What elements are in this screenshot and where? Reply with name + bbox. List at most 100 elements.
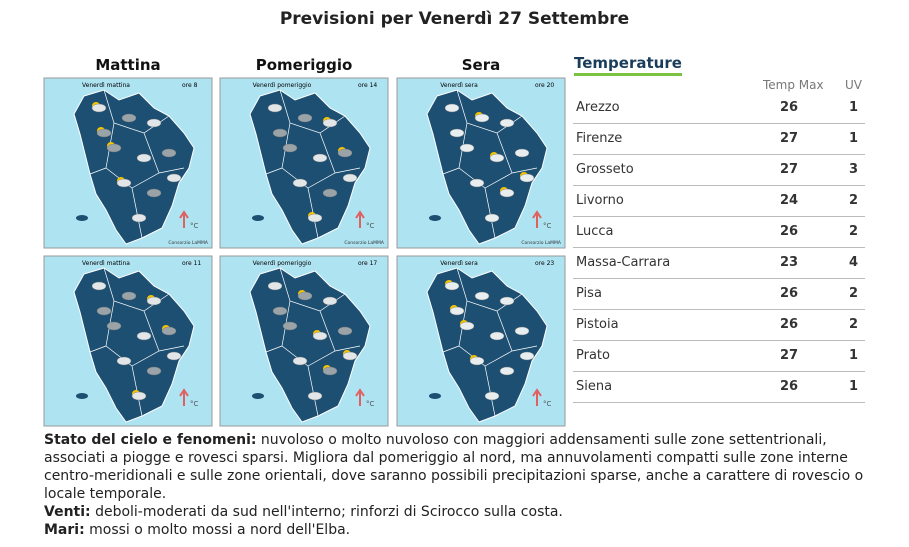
uv: 1: [849, 131, 859, 146]
weather-icon: [292, 178, 308, 188]
province-line: [484, 187, 496, 239]
weather-icon: [297, 290, 313, 301]
city: Grosseto: [576, 162, 634, 177]
table-row: Lucca 26 2: [573, 217, 865, 248]
weather-icon: [444, 103, 460, 113]
bulletin-label: Stato del cielo e fenomeni:: [44, 432, 257, 448]
weather-icon: [342, 173, 358, 183]
province-line: [442, 167, 460, 175]
weather-map: Venerdì sera ore 23 °C: [396, 255, 566, 427]
weather-icon: [272, 128, 288, 138]
cloud: [106, 321, 122, 331]
temp-max: 26: [780, 317, 799, 332]
wind-arrow: [532, 388, 542, 406]
region-shape: [426, 89, 548, 245]
table-row: Prato 27 1: [573, 341, 865, 372]
map-label: Venerdì sera: [440, 260, 478, 267]
weather-icon: [307, 391, 323, 401]
column-header: UV: [845, 78, 862, 92]
province-line: [319, 132, 336, 174]
cloud: [96, 306, 112, 316]
unit-label: °C: [366, 222, 375, 230]
province-line: [89, 167, 107, 175]
weather-icon: [484, 391, 500, 401]
bulletin: Stato del cielo e fenomeni: nuvoloso o m…: [44, 431, 874, 539]
cloud: [484, 391, 500, 401]
weather-map: Venerdì pomeriggio ore 14 °C Consorzio LaMM…: [219, 77, 389, 249]
map-time: ore 23: [535, 260, 554, 267]
cloud: [322, 296, 338, 306]
cloud: [474, 113, 490, 123]
temp-max: 26: [780, 286, 799, 301]
unit-label: °C: [190, 400, 199, 408]
weather-icon: [146, 118, 162, 128]
bulletin-text: mossi o molto mossi a nord dell'Elba.: [89, 522, 351, 538]
weather-icon: [449, 128, 465, 138]
weather-map: Venerdì sera ore 20 °C Consorzio LaMMA: [396, 77, 566, 249]
map-label: Venerdì mattina: [82, 260, 130, 267]
city: Firenze: [576, 131, 623, 146]
cloud: [272, 306, 288, 316]
credit: Consorzio LaMMA: [344, 240, 385, 246]
weather-icon: [489, 152, 505, 163]
weather-icon: [282, 143, 298, 153]
temp-max: 24: [780, 193, 799, 208]
weather-icon: [116, 356, 132, 366]
weather-icon: [474, 291, 490, 301]
weather-icon: [337, 147, 353, 158]
temp-max: 26: [780, 379, 799, 394]
city: Lucca: [576, 224, 614, 239]
cloud: [131, 213, 147, 223]
weather-icon: [91, 281, 107, 291]
cloud: [337, 326, 353, 336]
city: Pisa: [576, 286, 602, 301]
weather-map: Venerdì pomeriggio ore 17 °C: [219, 255, 389, 427]
title: Previsioni per Venerdì 27 Settembre: [279, 9, 630, 29]
credit: Consorzio LaMMA: [521, 240, 562, 246]
weather-icon: [444, 280, 460, 291]
weather-icon: [146, 295, 162, 306]
cloud: [292, 356, 308, 366]
cloud: [444, 281, 460, 291]
weather-icon: [136, 331, 152, 341]
weather-icon: [514, 326, 530, 336]
uv: 1: [849, 348, 859, 363]
bulletin-paragraph: Venti: deboli-moderati da sud nell'inter…: [44, 503, 874, 521]
province-line: [319, 310, 336, 352]
cloud: [449, 128, 465, 138]
weather-icon: [106, 142, 122, 153]
region-shape: [249, 89, 371, 245]
weather-map: Venerdì mattina ore 8 °C Consorzio LaMMA: [43, 77, 213, 249]
map-label: Venerdì mattina: [82, 82, 130, 89]
weather-icon: [131, 390, 147, 401]
cloud: [514, 148, 530, 158]
cloud: [161, 326, 177, 336]
weather-icon: [106, 321, 122, 331]
credit: Consorzio LaMMA: [168, 240, 209, 246]
map-time: ore 20: [535, 82, 554, 89]
cloud: [307, 213, 323, 223]
cloud: [136, 153, 152, 163]
province-line: [143, 132, 160, 174]
cloud: [449, 306, 465, 316]
wind-arrow: [532, 210, 542, 228]
cloud: [337, 148, 353, 158]
cloud: [459, 143, 475, 153]
cloud: [469, 178, 485, 188]
province-line: [131, 187, 143, 239]
weather-icon: [161, 325, 177, 336]
province-line: [265, 345, 283, 353]
weather-icon: [96, 306, 112, 316]
province-line: [496, 310, 513, 352]
column-header: Sera: [461, 56, 501, 74]
cloud: [166, 173, 182, 183]
cloud: [146, 118, 162, 128]
cloud: [312, 153, 328, 163]
weather-icon: [282, 321, 298, 331]
weather-icon: [499, 366, 515, 376]
table-row: Siena 26 1: [573, 372, 865, 403]
weather-icon: [267, 281, 283, 291]
cloud: [499, 296, 515, 306]
wind-arrow: [355, 388, 365, 406]
weather-icon: [459, 143, 475, 153]
